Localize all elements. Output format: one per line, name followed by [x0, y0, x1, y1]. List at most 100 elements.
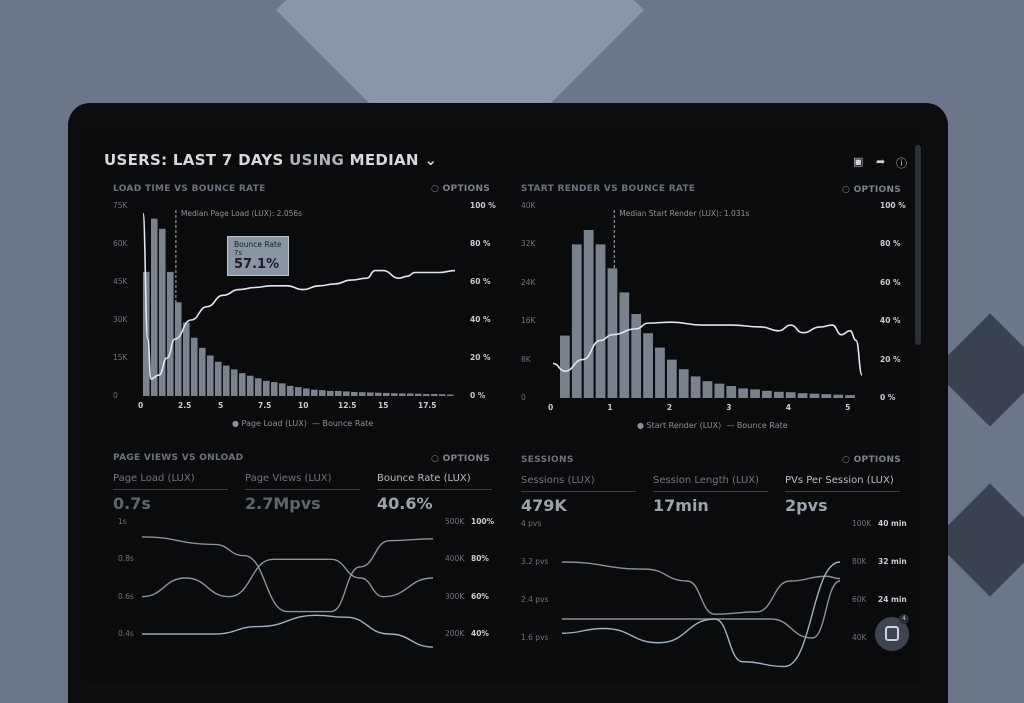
histogram-bar[interactable]	[560, 335, 570, 398]
histogram-bar[interactable]	[183, 322, 190, 396]
metric-value[interactable]: 0.7s	[113, 494, 151, 513]
options-label: OPTIONS	[853, 185, 902, 195]
histogram-bar[interactable]	[655, 347, 665, 398]
histogram-bar[interactable]	[295, 387, 302, 396]
x-tick-label: 5	[845, 403, 851, 412]
histogram-bar[interactable]	[279, 383, 286, 396]
metric-value[interactable]: 40.6%	[377, 494, 433, 513]
scrollbar[interactable]	[915, 145, 921, 345]
histogram-bar[interactable]	[833, 394, 844, 398]
histogram-bar[interactable]	[809, 393, 820, 398]
y-tick-label: 75K	[113, 201, 128, 210]
chat-button[interactable]	[875, 617, 909, 651]
monitor-icon[interactable]: ▣	[853, 155, 864, 168]
metric-value[interactable]: 17min	[653, 496, 709, 515]
histogram-bar[interactable]	[143, 271, 150, 396]
histogram-bar[interactable]	[678, 369, 689, 398]
histogram-bar[interactable]	[750, 389, 760, 398]
histogram-bar[interactable]	[583, 230, 594, 398]
histogram-bar[interactable]	[231, 369, 238, 396]
histogram-bar[interactable]	[391, 393, 398, 396]
histogram-bar[interactable]	[785, 392, 796, 398]
histogram-bar[interactable]	[327, 390, 334, 396]
help-icon[interactable]: ⓘ	[896, 157, 907, 170]
y3-tick-label: 24 min	[878, 595, 907, 604]
histogram-bar[interactable]	[690, 376, 701, 398]
metric-value[interactable]: 2.7Mpvs	[245, 494, 321, 513]
histogram-bar[interactable]	[359, 392, 366, 396]
share-icon[interactable]: ➦	[876, 155, 886, 168]
histogram-bar[interactable]	[239, 373, 246, 396]
histogram-bar[interactable]	[191, 337, 198, 396]
histogram-bar[interactable]	[287, 385, 294, 396]
histogram-bar[interactable]	[343, 391, 350, 396]
histogram-bar[interactable]	[215, 361, 222, 396]
options-label: OPTIONS	[853, 455, 902, 465]
histogram-bar[interactable]	[738, 388, 749, 398]
histogram-bar[interactable]	[666, 359, 677, 398]
histogram-bar[interactable]	[607, 268, 618, 398]
histogram-bar[interactable]	[407, 393, 414, 396]
histogram-bar[interactable]	[726, 386, 737, 398]
metric-value[interactable]: 479K	[521, 496, 567, 515]
histogram-bar[interactable]	[207, 355, 214, 396]
histogram-bar[interactable]	[159, 228, 166, 396]
histogram-bar[interactable]	[423, 393, 430, 396]
options-button[interactable]: ○ OPTIONS	[842, 185, 901, 195]
histogram-bar[interactable]	[714, 383, 725, 398]
histogram-bar[interactable]	[631, 314, 642, 398]
histogram-bar[interactable]	[773, 391, 784, 398]
gear-icon: ○	[431, 184, 440, 194]
histogram-bar[interactable]	[845, 395, 855, 398]
y2-tick-label: 300K	[445, 591, 465, 601]
histogram-bar[interactable]	[415, 393, 422, 396]
y2-tick-label: 40K	[852, 633, 867, 642]
histogram-bar[interactable]	[175, 302, 182, 396]
histogram-bar[interactable]	[619, 292, 630, 398]
metric-value[interactable]: 2pvs	[785, 496, 828, 515]
histogram-bar[interactable]	[702, 381, 713, 398]
histogram-bar[interactable]	[447, 394, 454, 396]
legend-bars: Page Load (LUX)	[241, 419, 307, 428]
panel-title: PAGE VIEWS VS ONLOAD	[113, 453, 244, 463]
histogram-bar[interactable]	[762, 390, 772, 398]
histogram-bar[interactable]	[255, 378, 262, 396]
histogram-bar[interactable]	[151, 218, 158, 396]
histogram-bar[interactable]	[351, 391, 358, 396]
histogram-bar[interactable]	[199, 347, 206, 396]
options-button[interactable]: ○ OPTIONS	[431, 184, 490, 194]
histogram-bar[interactable]	[571, 244, 582, 398]
histogram-bar[interactable]	[797, 393, 808, 398]
options-button[interactable]: ○ OPTIONS	[431, 454, 490, 464]
bounce-rate-line	[142, 212, 456, 380]
histogram-bar[interactable]	[223, 365, 230, 396]
histogram-bar[interactable]	[595, 244, 606, 398]
histogram-bar[interactable]	[263, 380, 270, 396]
histogram-bar[interactable]	[431, 393, 438, 396]
options-button[interactable]: ○ OPTIONS	[842, 455, 901, 465]
histogram-bar[interactable]	[247, 375, 254, 396]
y2-tick-label: 0 %	[470, 391, 486, 400]
histogram-bar[interactable]	[335, 390, 342, 396]
y3-tick-label: 80%	[471, 554, 489, 564]
y2-tick-label: 500K	[445, 517, 465, 526]
histogram-bar[interactable]	[271, 382, 278, 396]
histogram-bar[interactable]	[167, 271, 174, 396]
histogram-bar[interactable]	[439, 394, 446, 396]
histogram-bar[interactable]	[375, 392, 382, 396]
x-tick-label: 2	[666, 403, 673, 412]
histogram-bar[interactable]	[383, 392, 390, 396]
y2-tick-label: 60 %	[880, 277, 901, 287]
histogram-bar[interactable]	[311, 389, 318, 396]
histogram-bar[interactable]	[643, 333, 653, 398]
histogram-bar[interactable]	[399, 393, 406, 396]
histogram-bar[interactable]	[821, 394, 832, 398]
histogram-bar[interactable]	[367, 392, 374, 396]
page-title[interactable]: USERS: LAST 7 DAYS USING MEDIAN ⌄	[104, 151, 437, 169]
y-tick-label: 16K	[521, 316, 536, 326]
histogram-bar[interactable]	[303, 388, 310, 396]
x-tick-label: 15	[378, 401, 389, 410]
x-tick-label: 3	[726, 403, 732, 412]
panel-title: START RENDER VS BOUNCE RATE	[521, 184, 696, 194]
histogram-bar[interactable]	[319, 390, 326, 396]
